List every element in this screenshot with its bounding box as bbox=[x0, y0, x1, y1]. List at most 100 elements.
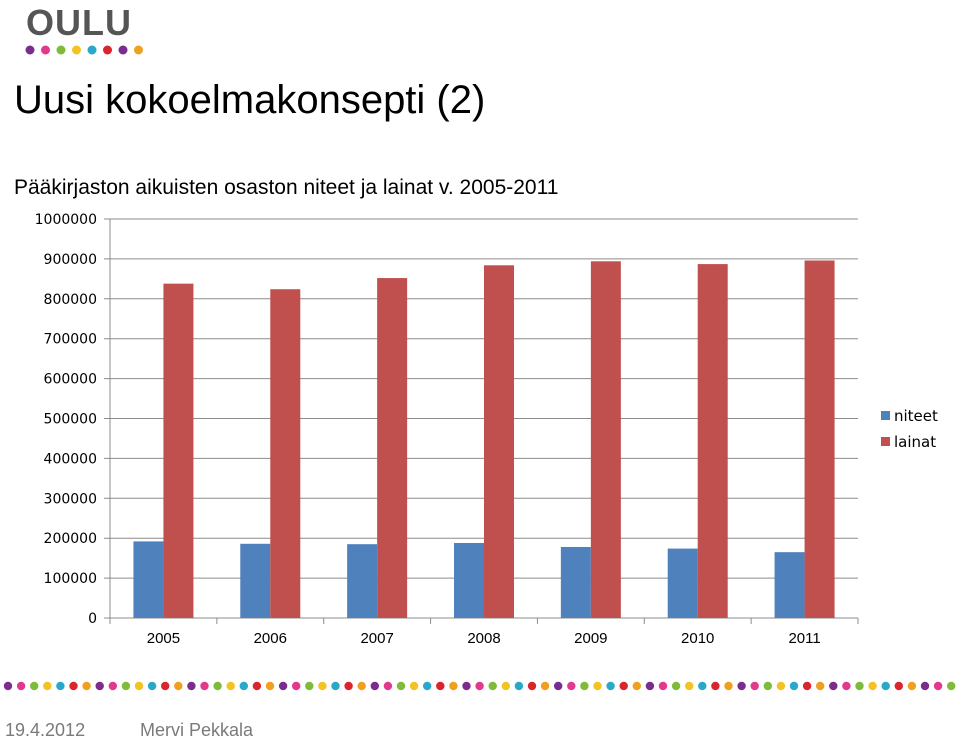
decor-dot bbox=[318, 681, 327, 691]
decor-dot bbox=[344, 681, 353, 691]
decor-dot bbox=[920, 681, 930, 691]
y-tick-label: 0 bbox=[88, 611, 97, 627]
y-tick-label: 500000 bbox=[44, 412, 97, 428]
decor-dot bbox=[134, 681, 144, 691]
decor-dot bbox=[187, 681, 196, 691]
decor-dot bbox=[278, 681, 288, 691]
decor-dot bbox=[737, 681, 746, 691]
bar-niteet bbox=[454, 542, 484, 618]
decor-dot bbox=[724, 681, 733, 691]
decor-dot bbox=[711, 681, 720, 691]
decor-dot bbox=[593, 681, 602, 691]
decor-dot bbox=[816, 681, 825, 691]
slide-title: Uusi kokoelmakonsepti (2) bbox=[14, 78, 486, 122]
decor-dot bbox=[488, 681, 497, 691]
decor-dot bbox=[462, 681, 471, 691]
oulu-logo: OULU bbox=[12, 2, 143, 56]
bar-chart: 0 100000 200000 300000 400000 500000 600000 700… bbox=[35, 212, 938, 647]
decor-dot bbox=[16, 681, 26, 691]
decor-dot bbox=[449, 681, 458, 691]
decor-dot bbox=[200, 681, 209, 691]
legend-swatch bbox=[881, 437, 890, 446]
bar-niteet bbox=[240, 543, 271, 618]
decor-dot bbox=[907, 681, 917, 691]
footer-author: Mervi Pekkala bbox=[140, 720, 254, 740]
bar-niteet bbox=[347, 544, 378, 618]
decor-dot bbox=[409, 681, 419, 691]
decor-dot bbox=[108, 681, 118, 691]
logo-dot bbox=[134, 45, 143, 55]
logo-dot bbox=[103, 45, 112, 55]
decor-dot bbox=[750, 681, 759, 691]
decor-dot bbox=[121, 681, 131, 691]
decor-dot bbox=[501, 681, 510, 691]
decor-dot bbox=[383, 681, 393, 691]
decor-dot bbox=[671, 681, 681, 691]
decor-dot bbox=[475, 681, 484, 691]
decor-dot bbox=[763, 681, 772, 691]
y-tick-label: 1000000 bbox=[35, 212, 97, 228]
decor-dot bbox=[357, 681, 366, 691]
decor-dot bbox=[213, 681, 222, 691]
logo-dot bbox=[72, 45, 81, 55]
logo-dot bbox=[87, 45, 97, 55]
decor-dot bbox=[685, 681, 694, 691]
decor-dot bbox=[161, 681, 170, 691]
y-tick-label: 700000 bbox=[44, 332, 97, 348]
x-tick-label: 2008 bbox=[467, 630, 500, 647]
decor-dot bbox=[802, 681, 812, 691]
decor-dot bbox=[95, 681, 104, 691]
decor-dot bbox=[645, 681, 655, 691]
decor-dot bbox=[370, 681, 379, 691]
decor-dot bbox=[3, 681, 13, 691]
bar-niteet bbox=[667, 548, 698, 618]
decor-dot bbox=[56, 681, 65, 691]
y-tick-label: 900000 bbox=[44, 252, 97, 268]
decor-dot bbox=[947, 681, 956, 691]
decor-dot bbox=[632, 681, 641, 691]
decor-dot bbox=[252, 681, 262, 691]
logo-dot bbox=[56, 45, 66, 55]
y-tick-label: 200000 bbox=[44, 531, 97, 547]
decor-dot bbox=[567, 681, 576, 691]
bar-lainat bbox=[484, 265, 514, 618]
decor-dot bbox=[265, 681, 275, 691]
decor-dot bbox=[436, 681, 445, 691]
decor-dot bbox=[305, 681, 314, 691]
legend-label: lainat bbox=[894, 433, 936, 451]
decor-dot bbox=[527, 681, 537, 691]
decor-dot bbox=[933, 681, 943, 691]
logo-dots bbox=[25, 45, 143, 55]
decor-dot bbox=[554, 681, 563, 691]
decor-dot bbox=[894, 681, 903, 691]
decor-dot bbox=[698, 681, 707, 691]
decor-dot bbox=[30, 681, 39, 691]
bar-lainat bbox=[270, 289, 301, 618]
decor-dot bbox=[147, 681, 157, 691]
y-tick-label: 300000 bbox=[44, 491, 97, 507]
logo-dot bbox=[25, 45, 35, 55]
x-tick-label: 2005 bbox=[147, 630, 180, 647]
logo-dot bbox=[41, 45, 50, 55]
x-tick-label: 2011 bbox=[788, 630, 820, 647]
bar-niteet bbox=[774, 552, 805, 618]
bar-lainat bbox=[377, 278, 408, 618]
decor-dot bbox=[331, 681, 340, 691]
decor-dot bbox=[658, 681, 668, 691]
decor-dot bbox=[292, 681, 301, 691]
decor-dot bbox=[580, 681, 589, 691]
legend-label: niteet bbox=[894, 407, 938, 425]
decor-dot bbox=[423, 681, 432, 691]
decorative-dot-row bbox=[3, 681, 956, 691]
bar-lainat bbox=[163, 283, 194, 618]
decor-dot bbox=[514, 681, 524, 691]
y-tick-label: 800000 bbox=[44, 292, 97, 308]
y-tick-label: 100000 bbox=[44, 571, 97, 587]
bar-niteet bbox=[133, 541, 164, 618]
decor-dot bbox=[789, 681, 799, 691]
logo-text: OULU bbox=[26, 2, 132, 43]
decor-dot bbox=[881, 681, 890, 691]
decor-dot bbox=[540, 681, 550, 691]
x-tick-label: 2009 bbox=[574, 630, 607, 647]
decor-dot bbox=[239, 681, 248, 691]
